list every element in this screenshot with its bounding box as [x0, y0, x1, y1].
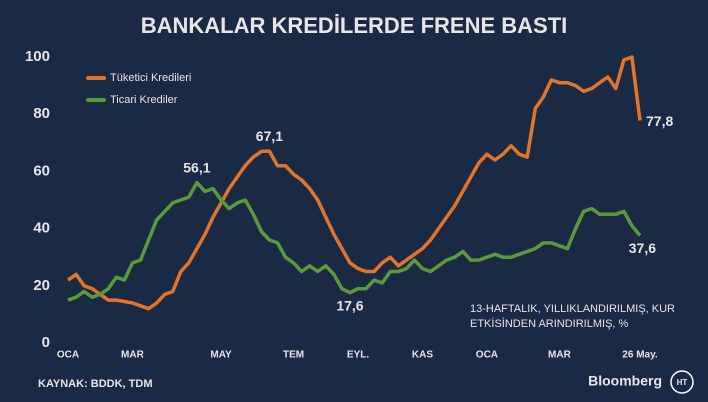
- logo: HT: [677, 378, 688, 387]
- value-label: 67,1: [256, 128, 283, 144]
- logo-ring: [670, 370, 694, 394]
- x-tick-label: OCA: [476, 350, 498, 361]
- note-line: ETKİSİNDEN ARINDIRILMIŞ, %: [470, 317, 629, 330]
- legend-label: Ticari Krediler: [110, 94, 178, 106]
- value-label: 77,8: [646, 113, 673, 129]
- source: KAYNAK: BDDK, TDM: [38, 378, 152, 390]
- x-tick-label: TEM: [283, 350, 304, 361]
- legend-label: Tüketici Kredileri: [110, 72, 191, 84]
- value-label: 37,6: [629, 240, 656, 256]
- y-tick-label: 80: [33, 105, 50, 122]
- chart-title: BANKALAR KREDİLERDE FRENE BASTI: [141, 13, 568, 38]
- x-tick-label: MAR: [121, 350, 145, 361]
- x-tick-label: OCA: [57, 350, 79, 361]
- series-line: [67, 180, 642, 302]
- series-line: [66, 55, 642, 311]
- brand: Bloomberg: [588, 373, 662, 389]
- y-tick-label: 0: [42, 334, 50, 351]
- x-tick-label: EYL.: [347, 350, 369, 361]
- note-line: 13-HAFTALIK, YILLIKLANDIRILMIŞ, KUR: [470, 303, 675, 315]
- value-label: 17,6: [336, 297, 363, 313]
- y-tick-label: 20: [33, 277, 50, 294]
- x-tick-label: MAY: [210, 350, 232, 361]
- x-tick-label: 26 May.: [622, 350, 658, 361]
- y-tick-label: 100: [25, 48, 50, 65]
- x-tick-label: KAS: [412, 350, 433, 361]
- y-tick-label: 60: [33, 162, 50, 179]
- y-tick-label: 40: [33, 220, 50, 237]
- value-label: 56,1: [183, 159, 210, 175]
- x-tick-label: MAR: [548, 350, 572, 361]
